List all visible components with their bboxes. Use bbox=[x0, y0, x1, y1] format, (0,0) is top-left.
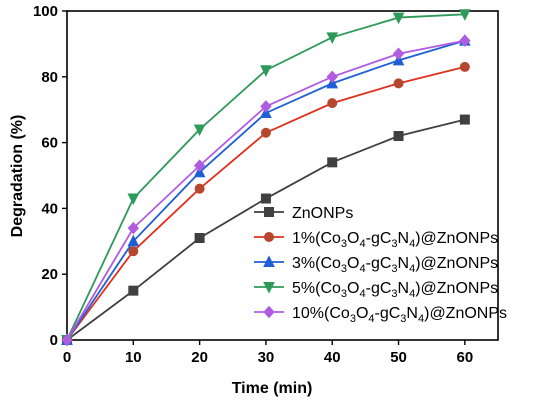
data-point-3-3 bbox=[260, 65, 272, 77]
legend-item-3: 5%(Co3O4-gC3N4)@ZnONPs bbox=[254, 280, 498, 300]
legend-marker-3 bbox=[263, 282, 275, 294]
series-0 bbox=[62, 114, 470, 345]
y-tick-label-4: 80 bbox=[41, 69, 58, 86]
data-point-3-1 bbox=[127, 193, 140, 206]
y-tick-label-5: 100 bbox=[33, 3, 58, 20]
axes-layer: 0 10 20 30 40 50 60 0 20 40 60 80 100 bbox=[33, 3, 499, 366]
data-point-1-1 bbox=[128, 246, 139, 257]
data-point-3-2 bbox=[193, 124, 206, 137]
x-axis-title: Time (min) bbox=[232, 380, 313, 397]
data-point-4-2 bbox=[193, 159, 206, 172]
data-point-2-1 bbox=[127, 234, 140, 247]
x-tick-label-1: 10 bbox=[125, 349, 142, 366]
legend-item-4: 10%(Co3O4-gC3N4)@ZnONPs bbox=[254, 305, 507, 325]
data-point-1-5 bbox=[393, 78, 404, 89]
legend-item-0: ZnONPs bbox=[254, 205, 353, 222]
legend-item-2: 3%(Co3O4-gC3N4)@ZnONPs bbox=[254, 255, 498, 275]
legend-marker-2 bbox=[263, 255, 275, 267]
data-point-4-4 bbox=[326, 70, 338, 84]
y-tick-label-2: 40 bbox=[41, 200, 58, 217]
data-point-3-6 bbox=[459, 9, 471, 21]
legend: ZnONPs 1%(Co3O4-gC3N4)@ZnONPs 3%(Co3O4-gC3… bbox=[254, 205, 507, 325]
data-point-4-1 bbox=[127, 221, 139, 235]
data-point-0-6 bbox=[459, 114, 470, 125]
x-tick-label-5: 50 bbox=[390, 349, 407, 366]
legend-marker-4 bbox=[263, 305, 275, 319]
legend-label-0: ZnONPs bbox=[292, 205, 353, 222]
legend-marker-1 bbox=[264, 232, 274, 242]
y-tick-label-3: 60 bbox=[41, 135, 58, 152]
plot-frame bbox=[66, 10, 499, 341]
data-point-0-2 bbox=[194, 233, 205, 244]
series-layer bbox=[61, 9, 471, 347]
legend-label-1: 1%(Co3O4-gC3N4)@ZnONPs bbox=[292, 230, 498, 250]
x-tick-label-4: 40 bbox=[324, 349, 341, 366]
data-point-0-4 bbox=[327, 157, 338, 168]
y-axis-title: Degradation (%) bbox=[9, 115, 26, 238]
data-point-1-2 bbox=[194, 183, 205, 194]
data-point-4-6 bbox=[459, 34, 471, 47]
data-point-1-3 bbox=[260, 127, 271, 138]
legend-label-4: 10%(Co3O4-gC3N4)@ZnONPs bbox=[292, 305, 507, 325]
x-tick-label-3: 30 bbox=[258, 349, 275, 366]
series-4 bbox=[61, 34, 471, 347]
legend-marker-0 bbox=[264, 207, 274, 217]
data-point-4-5 bbox=[392, 47, 405, 61]
x-tick-label-6: 60 bbox=[457, 349, 474, 366]
data-point-0-3 bbox=[260, 193, 271, 204]
y-tick-label-1: 20 bbox=[41, 266, 58, 283]
data-point-0-5 bbox=[393, 131, 404, 142]
legend-label-3: 5%(Co3O4-gC3N4)@ZnONPs bbox=[292, 280, 498, 300]
legend-label-2: 3%(Co3O4-gC3N4)@ZnONPs bbox=[292, 255, 498, 275]
data-point-0-1 bbox=[128, 285, 139, 296]
legend-item-1: 1%(Co3O4-gC3N4)@ZnONPs bbox=[254, 230, 498, 250]
data-point-1-6 bbox=[459, 61, 470, 72]
data-point-3-5 bbox=[392, 12, 405, 25]
x-tick-label-0: 0 bbox=[63, 349, 71, 366]
x-tick-label-2: 20 bbox=[191, 349, 208, 366]
data-point-4-3 bbox=[260, 100, 272, 113]
data-point-4-0 bbox=[61, 333, 73, 347]
y-tick-label-0: 0 bbox=[50, 332, 58, 349]
data-point-3-4 bbox=[326, 32, 339, 44]
data-point-1-4 bbox=[327, 98, 338, 109]
